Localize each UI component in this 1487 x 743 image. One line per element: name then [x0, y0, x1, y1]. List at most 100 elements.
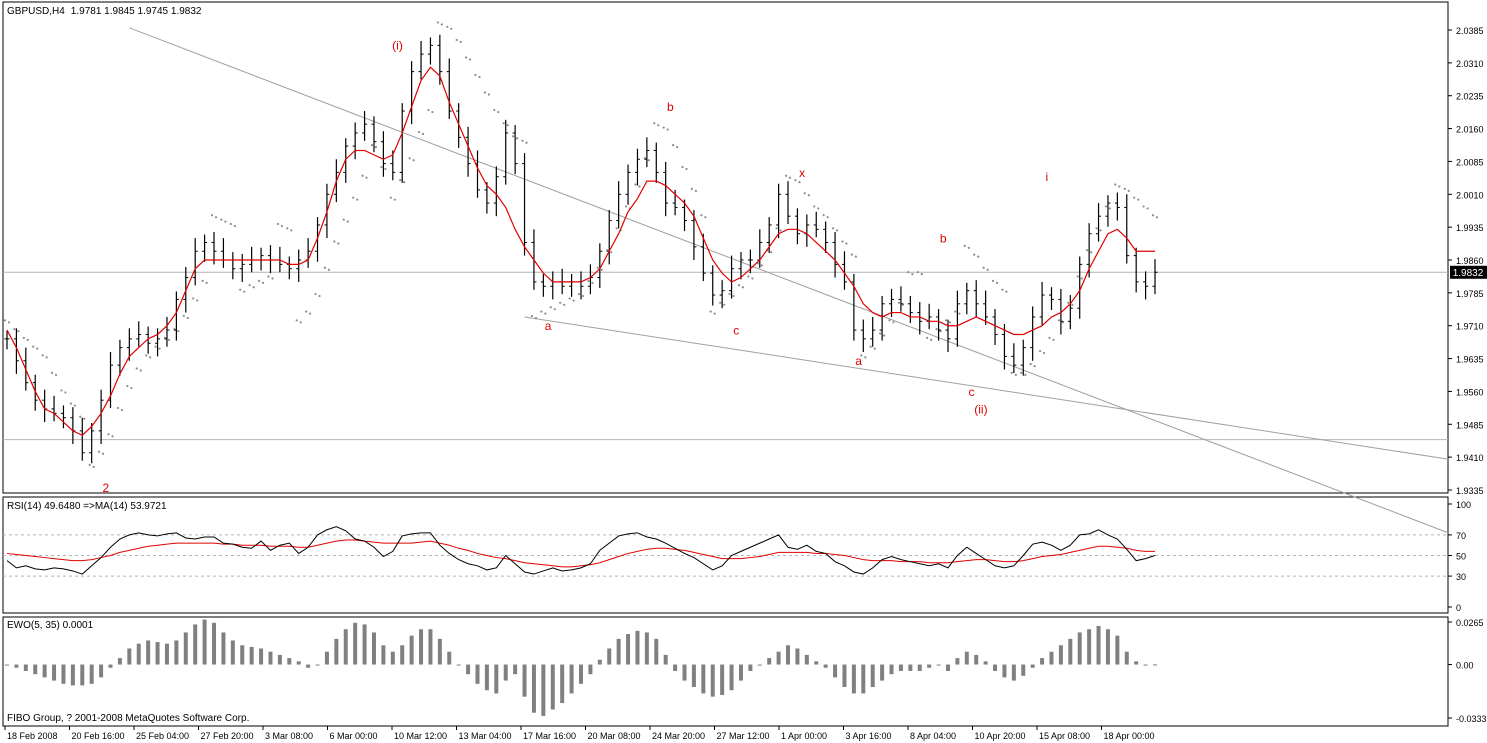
ewo-bar	[1124, 651, 1129, 665]
price-bar	[841, 251, 847, 290]
sar-dot	[305, 310, 308, 313]
sar-dot	[1042, 351, 1046, 355]
sar-dot	[408, 157, 411, 160]
price-bar	[1001, 323, 1007, 370]
time-axis-label: 18 Apr 00:00	[1104, 731, 1155, 741]
rsi-line	[6, 526, 1156, 575]
sar-dot	[239, 288, 242, 291]
ewo-bar	[908, 664, 913, 671]
ewo-bar	[447, 651, 452, 665]
ewo-bar	[701, 664, 706, 694]
ewo-bar	[993, 664, 998, 671]
sar-dot	[995, 281, 999, 285]
sar-dot	[892, 321, 895, 324]
ewo-bar	[569, 664, 574, 694]
time-axis-label: 17 Mar 16:00	[523, 731, 576, 741]
sar-dot	[116, 406, 120, 410]
sar-dot	[271, 277, 274, 280]
sar-dot	[267, 275, 270, 278]
sar-dot	[1090, 251, 1093, 254]
price-bar	[239, 253, 245, 282]
price-bar	[4, 330, 10, 350]
ewo-bar	[626, 634, 631, 665]
price-panel[interactable]	[2, 1, 1449, 494]
wave-label: a	[855, 354, 862, 368]
sar-dot	[700, 214, 703, 217]
sar-dot	[1029, 363, 1032, 366]
wave-label: b	[667, 100, 674, 114]
price-bar	[954, 290, 960, 347]
time-axis-label: 27 Mar 12:00	[717, 731, 770, 741]
ewo-bar	[33, 664, 38, 675]
ewo-bar	[136, 643, 141, 665]
sar-dot	[421, 132, 425, 136]
price-bar	[427, 37, 433, 65]
ewo-bar	[579, 664, 583, 684]
price-axis-label: 2.0235	[1456, 92, 1484, 102]
ewo-bar	[503, 664, 508, 681]
price-bar	[164, 316, 170, 347]
sar-dot	[135, 367, 138, 370]
price-bar	[823, 221, 829, 253]
sar-dot	[427, 108, 430, 112]
ewo-bar	[221, 632, 226, 665]
sar-dot	[3, 319, 7, 322]
price-bar	[540, 274, 546, 297]
sar-dot	[478, 75, 481, 79]
ewo-bar	[795, 648, 800, 665]
price-bar	[1039, 281, 1045, 325]
sar-dot	[399, 179, 402, 182]
rsi-axis-label: 70	[1456, 531, 1466, 541]
ewo-bar	[61, 664, 66, 684]
wave-label: 2	[102, 481, 109, 495]
ewo-bar	[456, 664, 461, 666]
ewo-bar	[522, 664, 527, 697]
ewo-bar	[560, 664, 565, 704]
sar-dot	[709, 310, 712, 313]
sar-dot	[346, 220, 349, 223]
sar-dot	[973, 253, 976, 256]
sar-dot	[474, 73, 477, 77]
ewo-bar	[682, 664, 687, 681]
sar-dot	[111, 435, 114, 438]
sar-dot	[803, 192, 806, 195]
sar-dot	[916, 271, 919, 274]
ewo-bar	[644, 632, 649, 665]
price-bar	[1152, 259, 1158, 295]
ewo-bar	[738, 664, 743, 681]
ewo-bar	[917, 664, 922, 671]
ewo-bar	[870, 664, 875, 688]
time-axis-label: 20 Feb 16:00	[72, 731, 125, 741]
ewo-bar	[70, 664, 75, 686]
price-bar	[1143, 271, 1149, 300]
price-bar	[794, 208, 800, 245]
time-axis-label: 3 Apr 16:00	[846, 731, 892, 741]
ewo-bar	[1115, 635, 1120, 665]
sar-dot	[944, 319, 948, 322]
ewo-bar	[212, 622, 217, 665]
price-axis-label: 1.9410	[1456, 453, 1484, 463]
price-bar	[1133, 247, 1139, 293]
sar-dot	[860, 354, 863, 357]
sar-dot	[468, 58, 472, 61]
price-bar	[155, 328, 161, 357]
trend-line	[524, 316, 1449, 460]
sar-dot	[713, 312, 716, 315]
sar-dot	[1067, 301, 1070, 304]
ewo-panel[interactable]	[2, 616, 1449, 727]
price-bar	[1105, 195, 1111, 227]
sar-dot	[436, 21, 439, 24]
time-axis-label: 15 Apr 08:00	[1039, 731, 1090, 741]
ewo-bar	[898, 664, 903, 671]
moving-average-line	[6, 66, 1155, 436]
sar-dot	[309, 312, 312, 315]
sar-dot	[126, 384, 129, 388]
sar-dot	[370, 143, 374, 147]
price-bar	[832, 231, 838, 278]
ewo-bar	[268, 651, 273, 665]
price-bar	[13, 328, 19, 374]
sar-dot	[323, 266, 327, 269]
sar-dot	[831, 227, 835, 230]
ewo-bar	[306, 664, 311, 668]
time-axis-label: 24 Mar 20:00	[652, 731, 705, 741]
